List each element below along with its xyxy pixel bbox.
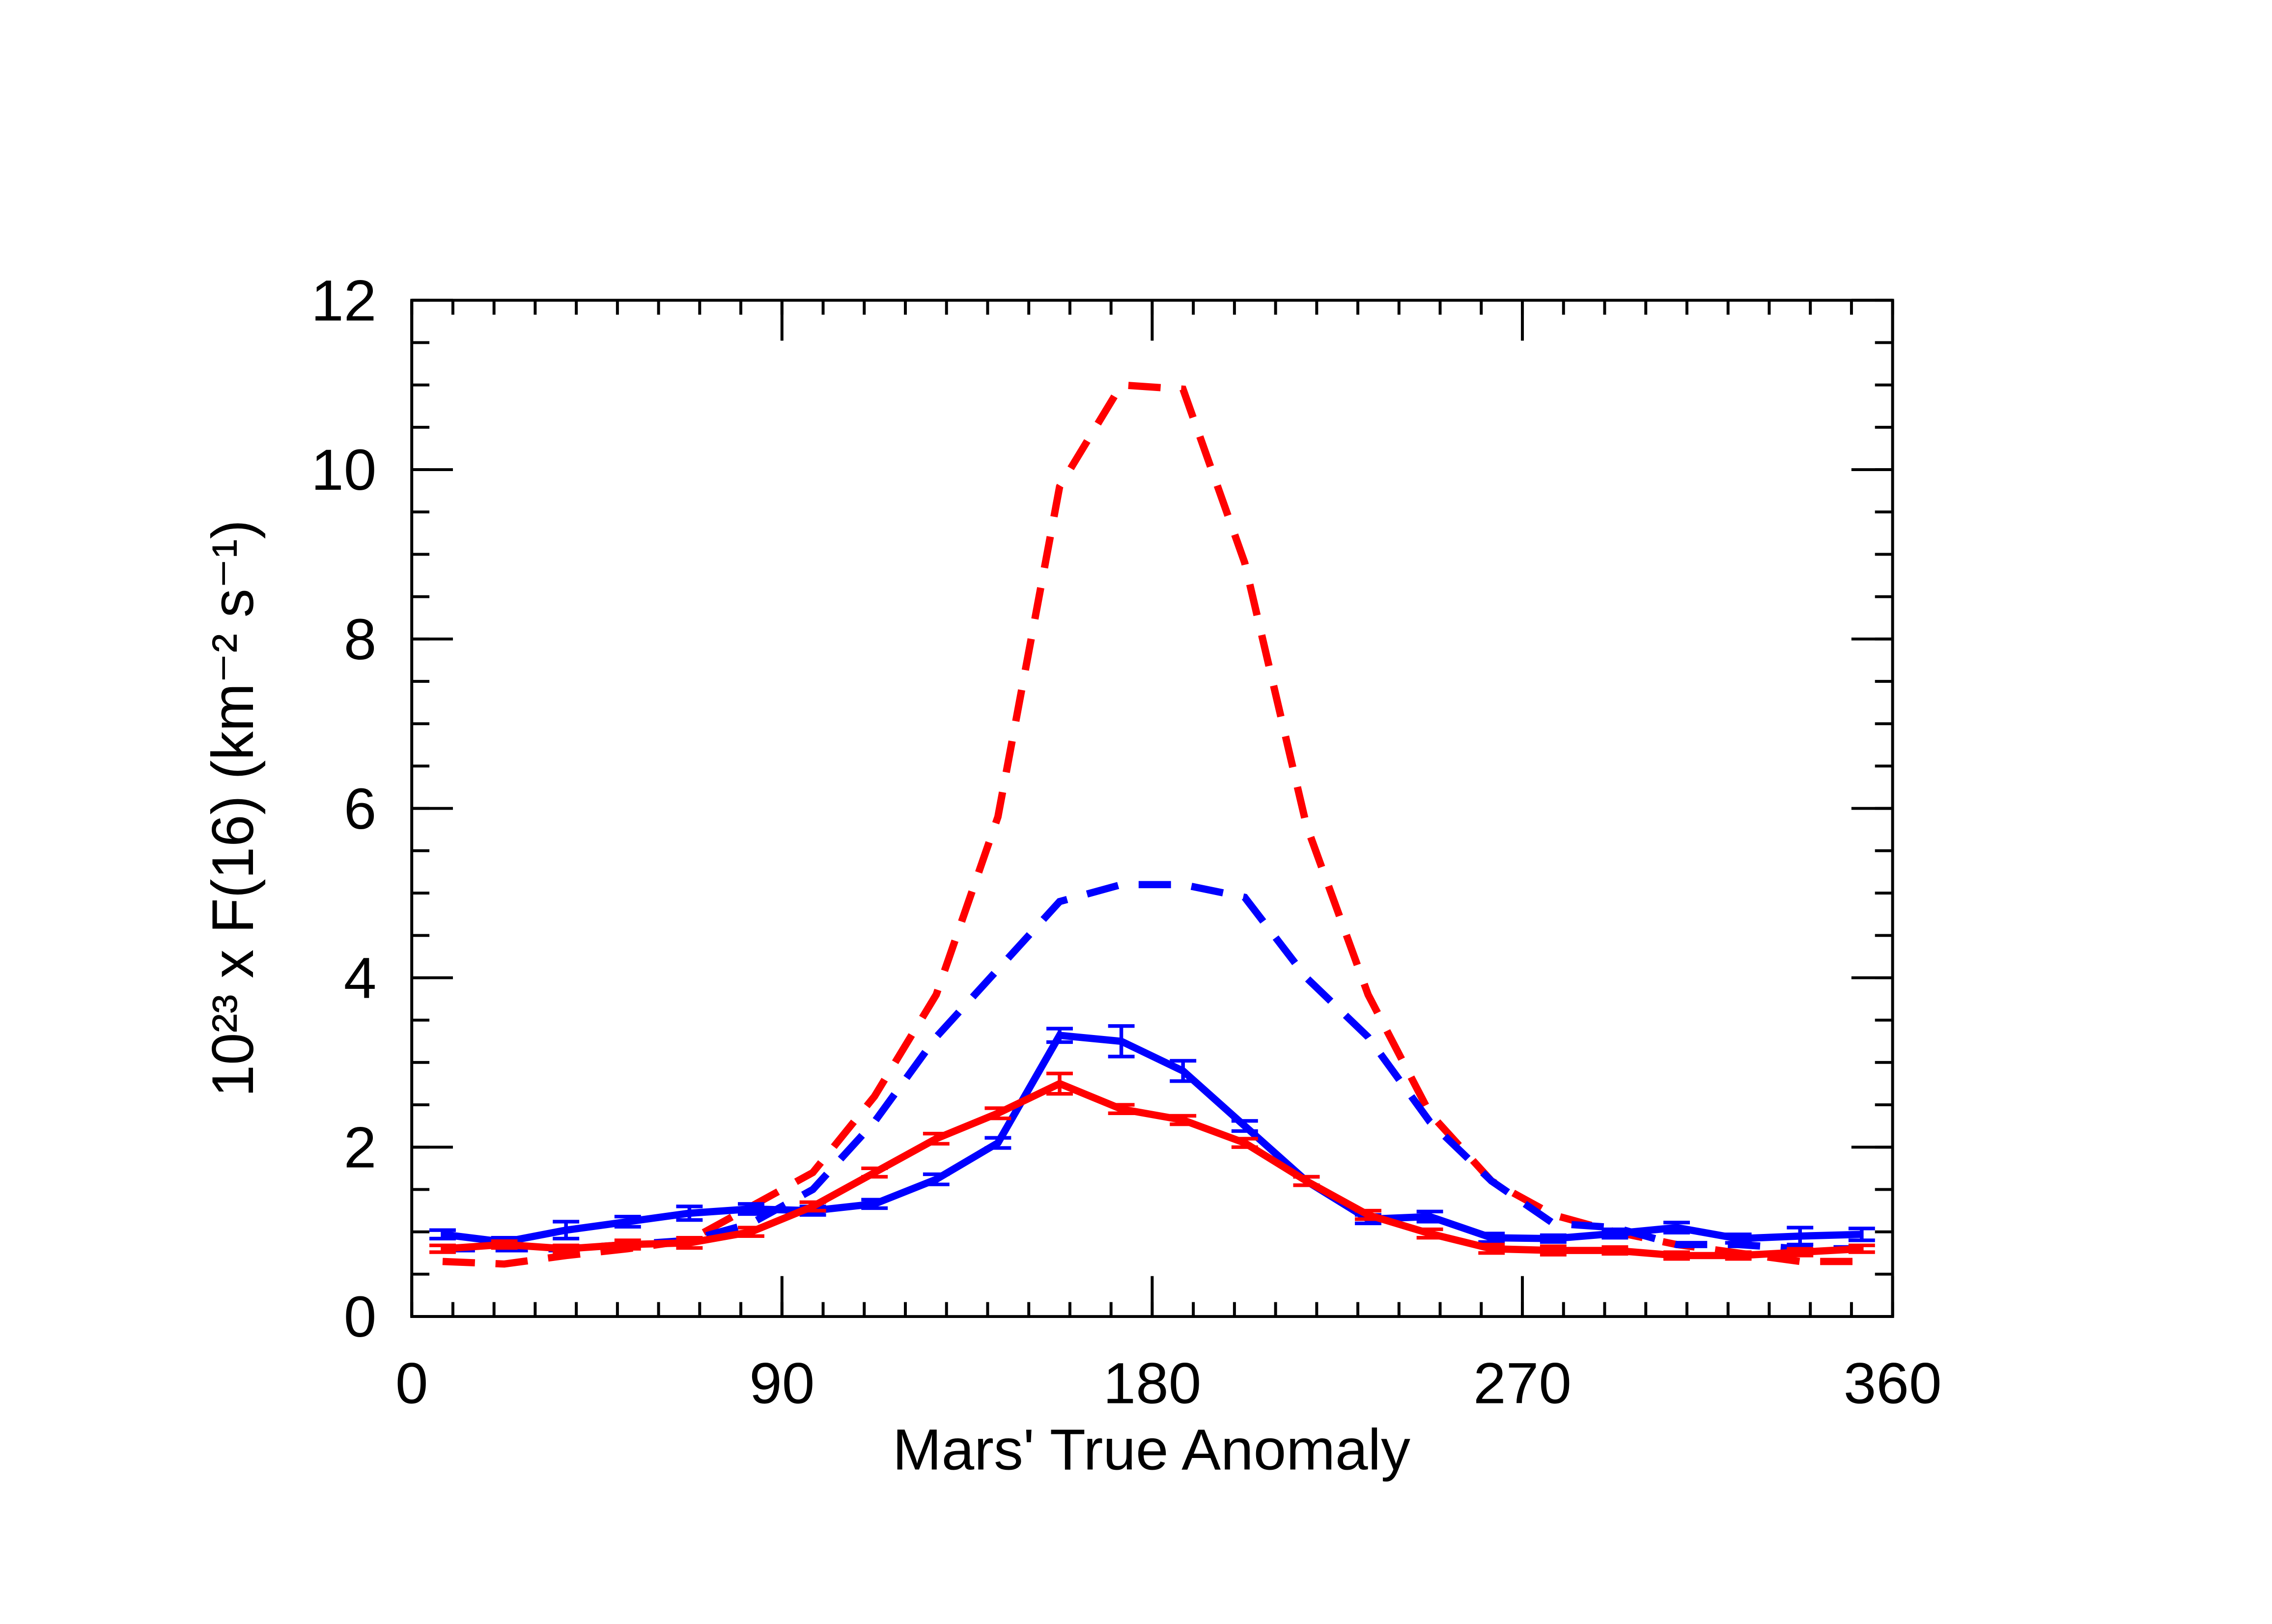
error-bar	[1725, 1232, 1752, 1245]
error-bar	[676, 1204, 703, 1222]
error-bar	[429, 1243, 456, 1254]
error-bar	[1540, 1244, 1567, 1257]
error-bar	[1108, 1103, 1135, 1115]
error-bar	[1046, 1071, 1073, 1096]
error-bar	[1725, 1250, 1752, 1261]
y-tick-label: 10	[311, 438, 376, 503]
error-bar	[1478, 1232, 1505, 1244]
error-bar	[614, 1238, 641, 1251]
dashed-line	[442, 881, 1862, 1253]
error-bar	[1601, 1245, 1628, 1256]
error-bar	[1663, 1250, 1690, 1261]
error-bar	[1416, 1227, 1443, 1240]
error-bar	[861, 1166, 888, 1179]
error-bar	[1170, 1114, 1197, 1126]
y-tick-label: 2	[344, 1116, 377, 1180]
dashed-line	[442, 381, 1862, 1268]
error-bar	[1663, 1221, 1690, 1235]
x-tick-label: 270	[1473, 1351, 1571, 1416]
error-bar	[1293, 1175, 1320, 1187]
error-bar	[1787, 1247, 1814, 1258]
error-bar	[491, 1239, 518, 1250]
error-bar	[676, 1236, 703, 1250]
error-bar	[861, 1198, 888, 1210]
y-tick-label: 4	[344, 947, 377, 1011]
error-bar	[553, 1220, 580, 1241]
y-tick-label: 6	[344, 777, 377, 841]
y-tick-label: 12	[311, 269, 376, 333]
error-bar	[614, 1214, 641, 1229]
error-bar	[1601, 1227, 1628, 1240]
error-bar	[923, 1132, 950, 1146]
error-bar	[1416, 1209, 1443, 1224]
error-bar	[1848, 1227, 1875, 1242]
error-bar	[799, 1200, 826, 1213]
x-axis-label: Mars' True Anomaly	[893, 1418, 1411, 1483]
line	[442, 1031, 1862, 1246]
line	[442, 1079, 1862, 1260]
error-bar	[553, 1243, 580, 1254]
x-tick-label: 180	[1103, 1351, 1202, 1416]
error-bar	[738, 1226, 764, 1238]
error-bar	[1170, 1059, 1197, 1083]
error-bar	[1848, 1243, 1875, 1254]
error-bar	[1231, 1137, 1258, 1149]
error-bar	[1231, 1119, 1258, 1133]
error-bar	[1478, 1242, 1505, 1255]
x-tick-label: 360	[1844, 1351, 1942, 1416]
error-bar	[984, 1136, 1011, 1150]
error-bar	[923, 1172, 950, 1186]
error-bar	[738, 1202, 764, 1216]
y-axis-label: 10²³ x F(16) (km⁻² s⁻¹)	[200, 520, 266, 1097]
error-bar	[1540, 1233, 1567, 1244]
x-tick-label: 0	[395, 1351, 428, 1416]
plot-frame	[410, 299, 1894, 1318]
error-bar	[1108, 1024, 1135, 1059]
error-bar	[1355, 1208, 1381, 1221]
error-bar	[984, 1106, 1011, 1120]
y-tick-label: 8	[344, 608, 377, 672]
error-bar	[1787, 1226, 1814, 1247]
error-bar	[1046, 1027, 1073, 1044]
x-tick-label: 90	[749, 1351, 814, 1416]
y-tick-label: 0	[344, 1285, 377, 1349]
error-bar	[429, 1228, 456, 1241]
